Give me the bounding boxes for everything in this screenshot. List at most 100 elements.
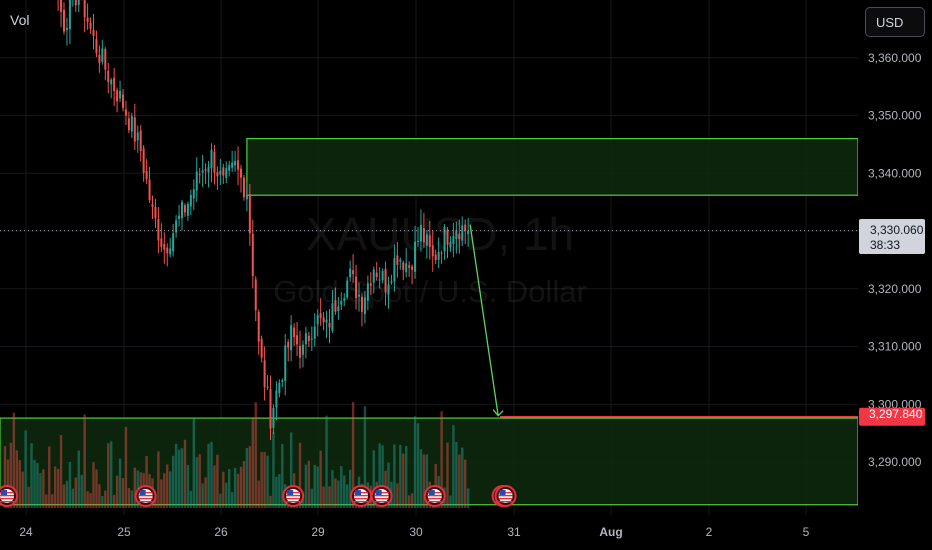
candle-body[interactable] [322,317,325,323]
candle-body[interactable] [183,205,186,213]
candle-body[interactable] [307,335,310,342]
candle-body[interactable] [107,70,110,83]
candle-body[interactable] [417,240,419,242]
candle-body[interactable] [325,319,328,323]
candle-body[interactable] [225,168,228,178]
candle-body[interactable] [240,168,242,178]
us-flag-event-icon[interactable] [494,485,517,507]
candle-body[interactable] [169,248,172,255]
candle-body[interactable] [310,338,313,340]
projection-arrow[interactable] [469,224,504,417]
candle-body[interactable] [434,254,437,261]
time-axis[interactable] [0,515,858,550]
candle-body[interactable] [352,270,355,275]
candle-body[interactable] [431,245,434,257]
candle-body[interactable] [399,259,402,262]
candle-body[interactable] [231,162,234,168]
volume-indicator-label[interactable]: Vol [10,12,30,28]
candle-body[interactable] [316,315,319,325]
candle-body[interactable] [136,132,139,141]
candle-body[interactable] [272,407,275,428]
candle-body[interactable] [402,262,405,271]
candle-body[interactable] [355,276,358,298]
candle-body[interactable] [358,294,360,297]
candle-body[interactable] [160,238,163,247]
candle-body[interactable] [340,301,343,305]
candle-body[interactable] [263,360,266,388]
candle-body[interactable] [461,225,464,241]
candle-body[interactable] [175,220,178,233]
candle-body[interactable] [446,229,449,245]
candle-body[interactable] [148,179,151,201]
resistance-zone[interactable] [246,138,859,196]
candle-body[interactable] [74,0,77,6]
candle-body[interactable] [464,224,467,232]
candle-body[interactable] [334,300,337,312]
candle-body[interactable] [95,39,98,54]
candle-body[interactable] [122,94,124,108]
candle-body[interactable] [440,252,443,254]
candle-body[interactable] [449,242,452,248]
candle-body[interactable] [219,170,222,175]
candle-body[interactable] [98,54,101,63]
candle-body[interactable] [299,345,301,358]
candle-body[interactable] [260,338,263,358]
candle-body[interactable] [77,0,80,5]
candle-body[interactable] [304,333,307,345]
candle-body[interactable] [290,325,293,351]
candle-body[interactable] [467,231,470,234]
candle-body[interactable] [172,233,175,252]
candle-body[interactable] [301,344,304,355]
candle-body[interactable] [422,228,425,243]
candle-body[interactable] [92,29,95,36]
candle-body[interactable] [133,117,136,142]
candle-body[interactable] [408,265,411,268]
candle-body[interactable] [346,280,349,298]
candle-body[interactable] [269,389,272,429]
candle-body[interactable] [113,77,116,92]
candle-body[interactable] [313,326,316,339]
candle-body[interactable] [275,390,278,408]
candle-body[interactable] [154,206,157,219]
candle-body[interactable] [337,306,340,311]
candle-body[interactable] [110,79,113,85]
candle-body[interactable] [331,303,334,331]
candle-body[interactable] [116,90,119,102]
candle-body[interactable] [104,48,107,70]
candle-body[interactable] [83,0,86,18]
candle-body[interactable] [157,218,160,241]
candle-body[interactable] [245,195,248,200]
candle-body[interactable] [65,27,68,30]
candle-body[interactable] [251,233,254,276]
candle-body[interactable] [216,172,219,177]
candle-body[interactable] [369,283,372,286]
candle-body[interactable] [127,118,130,131]
candle-body[interactable] [254,279,257,311]
candle-body[interactable] [192,189,195,199]
candle-body[interactable] [201,170,204,173]
candle-body[interactable] [60,0,63,12]
candle-body[interactable] [234,161,237,166]
candle-body[interactable] [428,235,431,248]
candle-body[interactable] [163,244,166,250]
candle-body[interactable] [384,268,387,293]
candle-body[interactable] [248,194,251,234]
us-flag-event-icon[interactable] [134,485,157,507]
candle-body[interactable] [437,251,440,260]
candle-body[interactable] [228,165,231,171]
candle-body[interactable] [366,283,369,301]
candle-body[interactable] [414,241,417,272]
price-axis[interactable] [858,0,932,515]
us-flag-event-icon[interactable] [282,485,305,507]
candle-body[interactable] [204,169,207,171]
candle-body[interactable] [222,167,225,176]
candle-body[interactable] [405,263,408,273]
candle-body[interactable] [425,234,428,246]
candle-body[interactable] [293,327,296,338]
candle-body[interactable] [101,48,104,62]
candle-body[interactable] [419,224,422,242]
candle-body[interactable] [296,335,299,345]
candle-body[interactable] [89,22,92,29]
candle-body[interactable] [207,167,210,173]
